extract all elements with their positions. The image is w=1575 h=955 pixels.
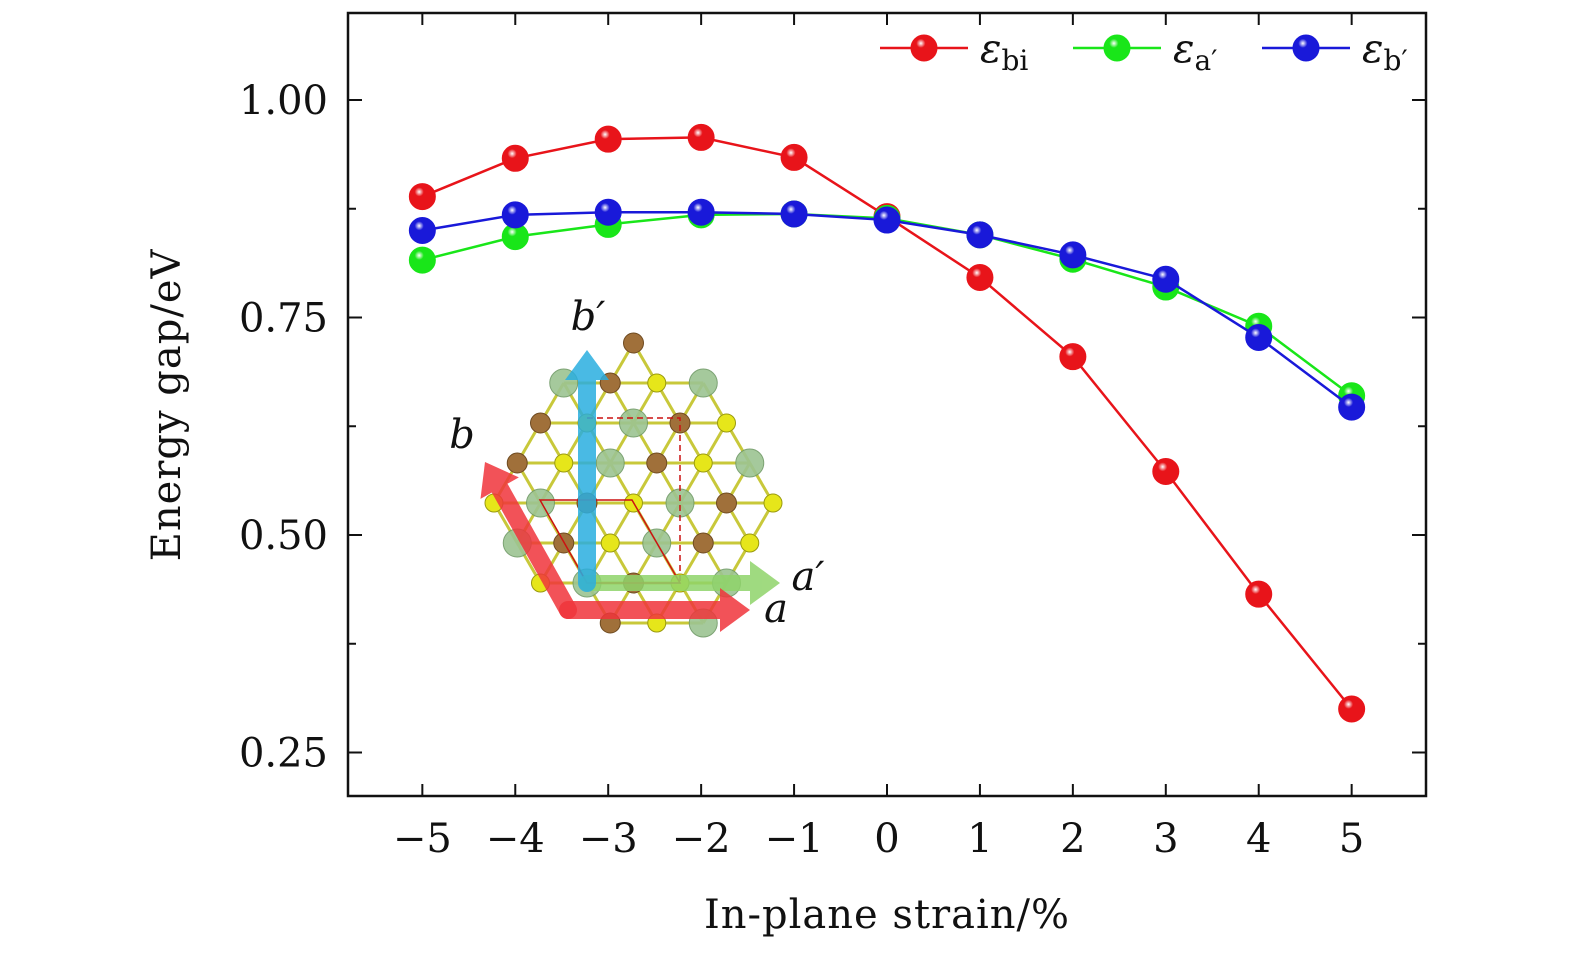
inset-atom-s	[763, 493, 783, 513]
data-point	[501, 201, 529, 229]
inset-atom-s	[740, 533, 760, 553]
data-point	[1245, 580, 1273, 608]
inset-atom-metal	[506, 452, 528, 474]
data-point	[501, 144, 529, 172]
data-point	[687, 198, 715, 226]
legend-entry-0: εbi	[880, 26, 1028, 77]
inset-atom-metal	[530, 412, 551, 434]
data-point	[1338, 393, 1366, 421]
legend-marker	[910, 34, 938, 62]
legend: εbi εa′ εb′	[880, 26, 1408, 77]
y-tick-label: 0.50	[239, 513, 328, 559]
data-point	[780, 200, 808, 228]
inset-atom-s	[717, 413, 736, 433]
inset-arrow-a	[559, 588, 750, 632]
x-tick-label: 3	[1153, 816, 1178, 862]
inset-arrow-b	[480, 462, 577, 619]
data-point	[687, 123, 715, 151]
data-point	[594, 125, 622, 153]
crystal-structure-inset: b′ b a′a	[449, 294, 825, 638]
data-point	[1245, 324, 1273, 352]
plot-frame	[346, 11, 1428, 798]
inset-atom-metal-green	[595, 448, 625, 478]
series-layer	[408, 123, 1366, 723]
inset-atom-metal	[669, 412, 691, 434]
data-point	[873, 206, 901, 234]
inset-atom-metal	[646, 452, 668, 474]
y-tick-label: 0.25	[239, 731, 328, 777]
x-tick-label: 0	[874, 816, 899, 862]
y-axis: 0.25 0.50 0.75 1.00	[239, 78, 1426, 777]
legend-label: εa′	[1173, 26, 1218, 77]
inset-arrow-a-prime	[579, 561, 780, 605]
x-tick-label: 5	[1339, 816, 1364, 862]
y-tick-label: 0.75	[239, 296, 328, 342]
inset-atom-metal-green	[665, 488, 695, 518]
data-point	[594, 198, 622, 226]
data-point	[966, 263, 994, 291]
data-point	[1059, 241, 1087, 269]
data-point	[408, 183, 436, 211]
data-point	[408, 217, 436, 244]
x-tick-label: −2	[672, 816, 731, 862]
legend-label: εb′	[1362, 26, 1408, 77]
legend-marker	[1103, 34, 1131, 62]
data-point	[1338, 695, 1366, 723]
data-point	[1152, 265, 1180, 293]
inset-rect-cell	[587, 417, 681, 583]
inset-atom-metal	[623, 332, 644, 354]
legend-entry-1: εa′	[1073, 26, 1218, 77]
data-point	[1059, 343, 1087, 371]
data-point	[408, 246, 436, 274]
legend-label: εbi	[980, 26, 1028, 77]
inset-atom-s	[647, 373, 667, 393]
legend-marker	[1292, 34, 1320, 62]
series-0	[408, 123, 1366, 723]
inset-atom-metal-green	[619, 408, 648, 438]
y-tick-label: 1.00	[239, 78, 328, 124]
x-tick-label: 2	[1060, 816, 1085, 862]
inset-atom-metal-green	[526, 488, 555, 518]
inset-atom-metal-green	[688, 368, 718, 398]
x-tick-label: 4	[1246, 816, 1271, 862]
x-axis: −5 −4 −3 −2 −1 0 1 2 3 4 5	[393, 13, 1364, 862]
inset-label-1: b	[449, 412, 475, 458]
x-tick-label: −4	[486, 816, 545, 862]
series-2	[408, 198, 1366, 421]
data-point	[966, 221, 994, 249]
inset-label-0: b′	[571, 294, 606, 340]
y-axis-title: Energy gap/eV	[144, 249, 190, 562]
x-tick-label: −5	[393, 816, 452, 862]
data-point	[780, 143, 808, 171]
data-point	[1152, 457, 1180, 485]
x-tick-label: −3	[579, 816, 638, 862]
inset-atom-s	[693, 453, 713, 473]
x-axis-title: In-plane strain/%	[704, 892, 1070, 938]
inset-atom-metal-green	[735, 448, 765, 478]
legend-entry-2: εb′	[1262, 26, 1408, 77]
inset-atom-s	[554, 453, 574, 473]
inset-atom-s	[600, 533, 620, 553]
inset-arrow-b-prime	[565, 350, 609, 592]
inset-atom-metal	[692, 532, 714, 554]
x-tick-label: 1	[967, 816, 992, 862]
inset-label-2: a′	[792, 554, 825, 600]
inset-label-3: a	[764, 586, 788, 632]
x-tick-label: −1	[765, 816, 824, 862]
series-line	[422, 212, 1353, 397]
inset-atom-metal	[716, 492, 737, 514]
